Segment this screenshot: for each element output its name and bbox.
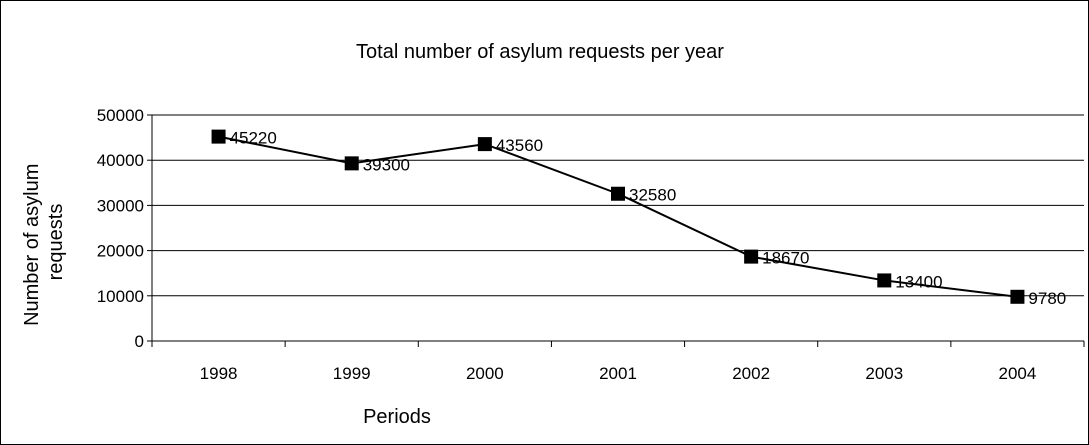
x-tick-label: 2000	[466, 364, 504, 383]
y-axis-label-line1: Number of asylum	[21, 164, 43, 326]
x-tick-label: 2003	[865, 364, 903, 383]
data-marker	[877, 273, 892, 288]
tick-labels: 0 10000 20000 30000 40000 50000 1998 1999 2000 20…	[97, 106, 1037, 383]
grid-lines	[152, 114, 1084, 297]
y-axis-label: Number of asylum requests	[21, 158, 67, 326]
data-label: 39300	[363, 155, 410, 174]
y-axis-label-line2: requests	[45, 204, 67, 281]
data-label: 13400	[895, 272, 942, 291]
y-tick-label: 10000	[97, 287, 144, 306]
data-label: 18670	[762, 249, 809, 268]
data-label: 32580	[629, 186, 676, 205]
x-axis-label: Periods	[363, 406, 431, 428]
data-markers	[211, 129, 1025, 304]
x-tick-label: 2001	[599, 364, 637, 383]
data-marker	[1010, 289, 1025, 304]
axes	[147, 114, 1085, 347]
data-marker	[344, 156, 359, 171]
y-tick-label: 20000	[97, 242, 144, 261]
x-tick-label: 2002	[732, 364, 770, 383]
data-marker	[744, 249, 759, 264]
data-label: 45220	[230, 129, 277, 148]
data-marker	[211, 129, 226, 144]
chart-title: Total number of asylum requests per year	[356, 41, 724, 63]
x-tick-label: 1998	[200, 364, 238, 383]
data-label: 9780	[1028, 289, 1066, 308]
data-marker	[477, 137, 492, 152]
y-tick-label: 40000	[97, 151, 144, 170]
x-tick-label: 2004	[999, 364, 1037, 383]
y-tick-label: 30000	[97, 196, 144, 215]
data-label: 43560	[496, 136, 543, 155]
x-tick-label: 1999	[333, 364, 371, 383]
data-marker	[611, 186, 625, 201]
y-tick-label: 0	[135, 332, 144, 351]
y-tick-label: 50000	[97, 106, 144, 125]
data-labels: 45220 39300 43560 32580 18670 13400 9780	[230, 129, 1067, 308]
